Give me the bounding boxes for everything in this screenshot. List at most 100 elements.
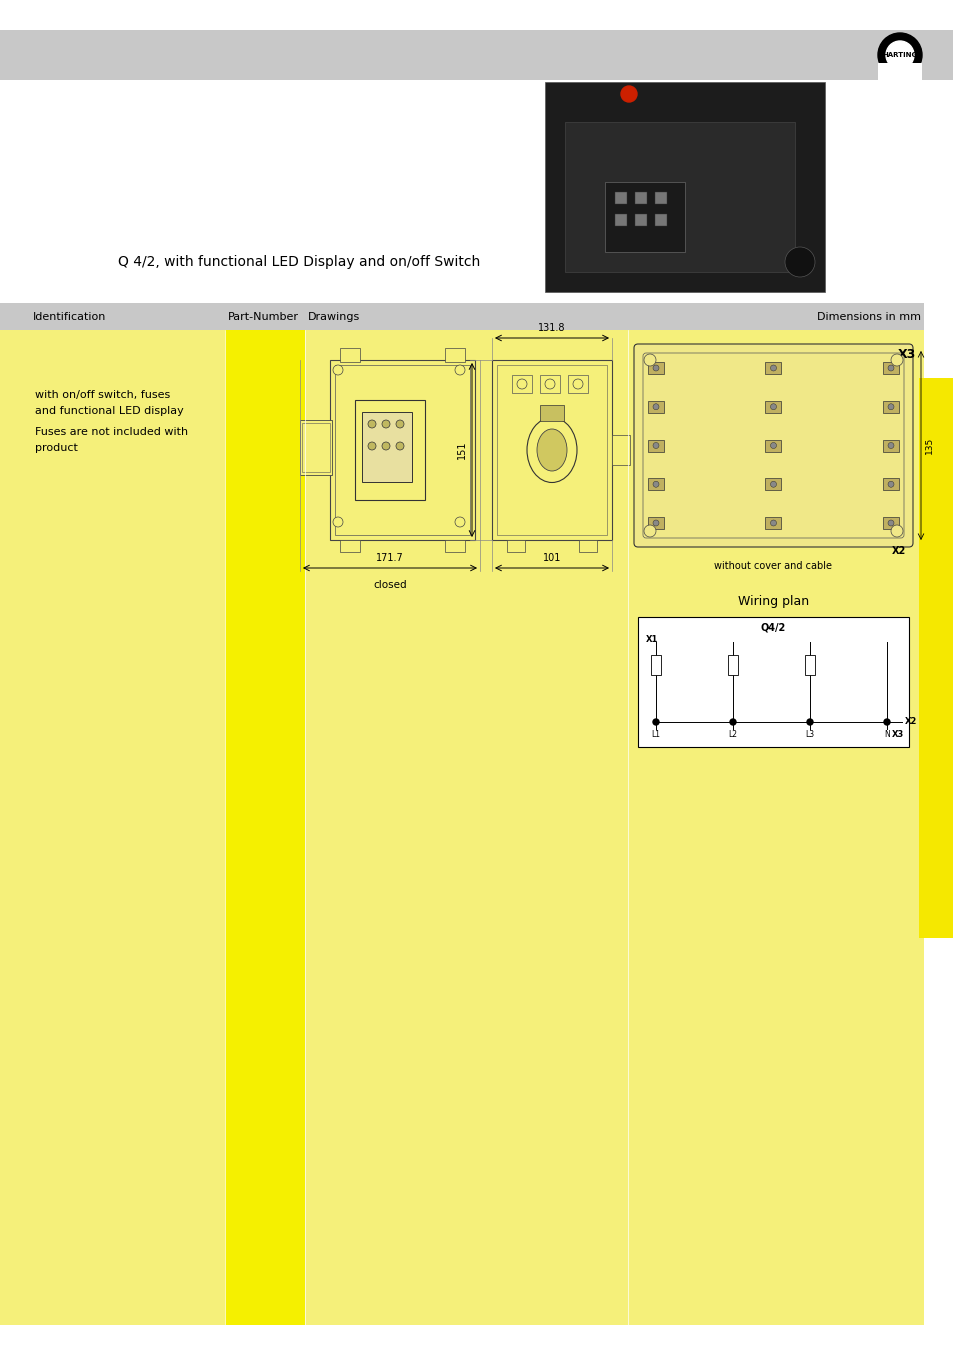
Bar <box>604 182 684 252</box>
Circle shape <box>890 525 902 537</box>
Bar <box>0 30 953 80</box>
Text: L1: L1 <box>651 730 659 738</box>
Circle shape <box>455 364 464 375</box>
Bar <box>882 478 898 490</box>
Bar <box>647 401 663 413</box>
Circle shape <box>729 720 735 725</box>
Bar <box>882 401 898 413</box>
Bar <box>764 401 781 413</box>
Bar <box>635 215 646 225</box>
Bar <box>0 302 923 329</box>
Circle shape <box>381 420 390 428</box>
Bar <box>335 364 470 535</box>
Bar <box>882 362 898 374</box>
Circle shape <box>544 379 555 389</box>
Circle shape <box>887 404 893 410</box>
Text: X1: X1 <box>645 634 658 644</box>
Text: Dimensions in mm: Dimensions in mm <box>816 312 920 321</box>
Circle shape <box>620 86 637 103</box>
Circle shape <box>887 364 893 371</box>
Bar <box>877 63 921 82</box>
Text: N: N <box>883 730 889 738</box>
Bar <box>444 348 464 362</box>
Bar <box>330 360 475 540</box>
Circle shape <box>652 481 659 487</box>
Circle shape <box>883 720 889 725</box>
Bar <box>225 329 305 1324</box>
Bar <box>647 440 663 451</box>
Text: and functional LED display: and functional LED display <box>35 406 184 416</box>
Bar <box>544 82 824 292</box>
Bar <box>355 400 424 500</box>
Circle shape <box>806 720 812 725</box>
Text: Identification: Identification <box>33 312 107 321</box>
Circle shape <box>890 354 902 366</box>
Bar <box>361 412 412 482</box>
Text: 101: 101 <box>542 554 560 563</box>
Text: L3: L3 <box>804 730 814 738</box>
Bar <box>655 215 666 225</box>
Bar <box>638 617 908 747</box>
FancyBboxPatch shape <box>634 344 912 547</box>
Circle shape <box>784 247 814 277</box>
Text: Q4/2: Q4/2 <box>760 622 785 633</box>
Circle shape <box>652 720 659 725</box>
Circle shape <box>368 441 375 450</box>
Circle shape <box>643 354 656 366</box>
Bar <box>627 329 923 1324</box>
Ellipse shape <box>537 429 566 471</box>
Bar <box>882 517 898 529</box>
Bar <box>302 423 330 472</box>
Circle shape <box>887 443 893 448</box>
Circle shape <box>652 443 659 448</box>
Text: 151: 151 <box>456 440 467 459</box>
Text: Fuses are not included with: Fuses are not included with <box>35 427 188 437</box>
Circle shape <box>652 364 659 371</box>
Text: Drawings: Drawings <box>308 312 360 321</box>
Bar <box>647 478 663 490</box>
Bar <box>539 405 563 421</box>
Text: with on/off switch, fuses: with on/off switch, fuses <box>35 390 170 400</box>
Bar <box>305 329 627 1324</box>
Bar <box>918 378 953 938</box>
Text: 135: 135 <box>924 437 933 454</box>
Circle shape <box>887 520 893 526</box>
Circle shape <box>887 481 893 487</box>
Bar <box>444 540 464 552</box>
Circle shape <box>333 517 343 526</box>
Bar <box>764 440 781 451</box>
Bar <box>567 375 587 393</box>
Text: X2: X2 <box>891 545 905 556</box>
Circle shape <box>770 404 776 410</box>
Bar <box>578 540 597 552</box>
Circle shape <box>455 517 464 526</box>
Circle shape <box>333 364 343 375</box>
Circle shape <box>395 420 403 428</box>
Bar <box>512 375 532 393</box>
Circle shape <box>652 520 659 526</box>
Circle shape <box>770 364 776 371</box>
Bar <box>497 364 606 535</box>
Text: L2: L2 <box>728 730 737 738</box>
Bar <box>647 517 663 529</box>
Bar <box>764 517 781 529</box>
Circle shape <box>770 520 776 526</box>
Circle shape <box>877 32 921 77</box>
Bar <box>882 440 898 451</box>
Circle shape <box>573 379 582 389</box>
Text: Part-Number: Part-Number <box>228 312 298 321</box>
Text: X3: X3 <box>897 348 915 360</box>
Bar <box>655 192 666 204</box>
Text: X3: X3 <box>891 730 903 738</box>
Text: Q 4/2, with functional LED Display and on/off Switch: Q 4/2, with functional LED Display and o… <box>118 255 479 269</box>
Text: 131.8: 131.8 <box>537 323 565 333</box>
Bar <box>492 360 612 540</box>
Circle shape <box>652 404 659 410</box>
Circle shape <box>517 379 526 389</box>
Text: product: product <box>35 443 78 454</box>
Bar <box>650 655 660 675</box>
Bar <box>539 375 559 393</box>
Bar <box>299 420 332 475</box>
Bar <box>804 655 814 675</box>
Bar <box>615 192 626 204</box>
